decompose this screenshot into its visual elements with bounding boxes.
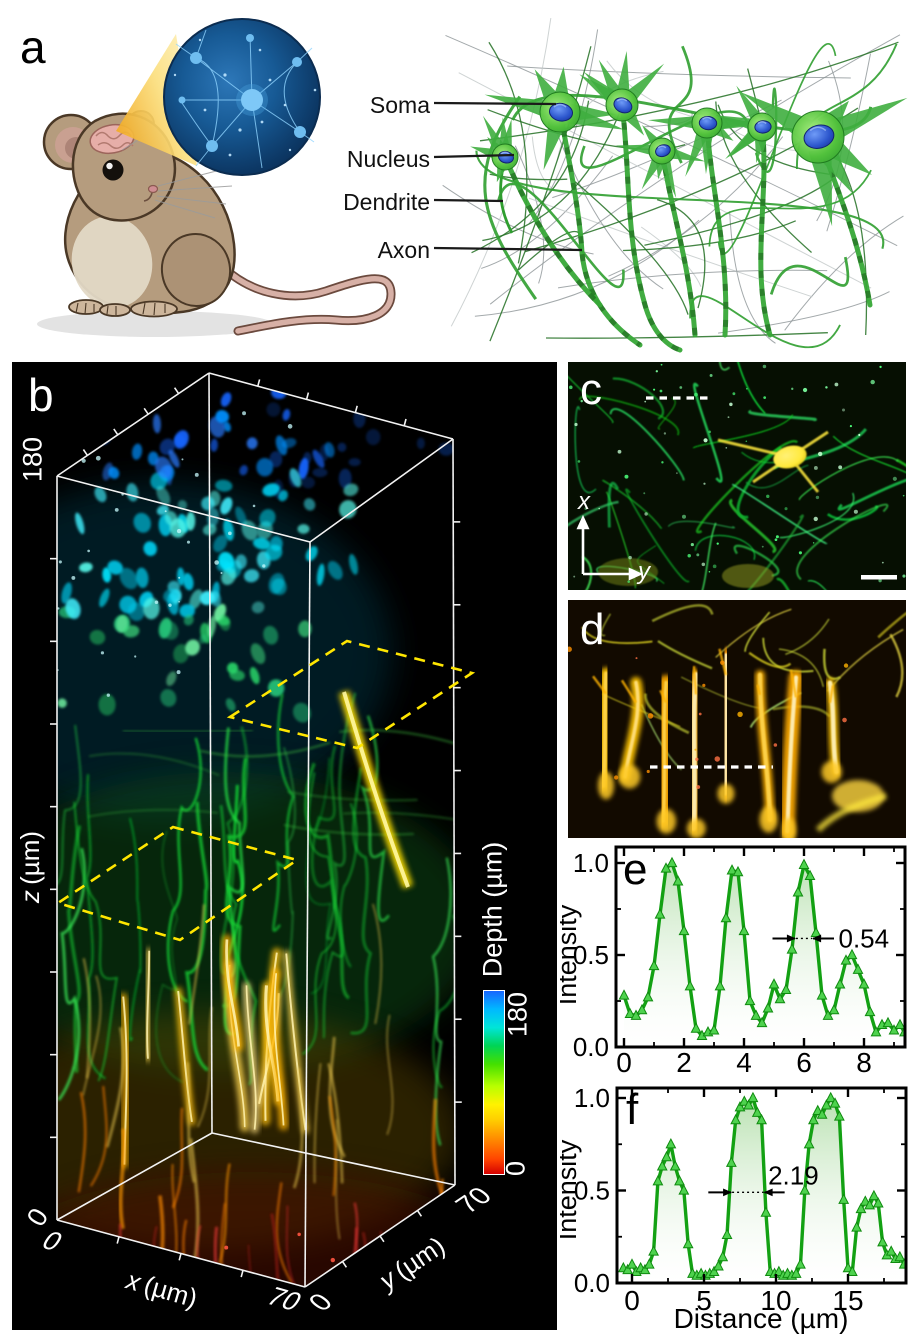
colorbar-title: Depth (µm) xyxy=(477,841,508,978)
panel-e-letter: e xyxy=(623,845,648,894)
x-tick-label: 0 xyxy=(624,1285,640,1316)
y-tick-label: 0.5 xyxy=(573,940,609,970)
x-tick-label: 15 xyxy=(832,1285,863,1316)
label-axon: Axon xyxy=(377,237,430,263)
label-nucleus: Nucleus xyxy=(346,146,430,172)
mouse-whiskers xyxy=(121,133,233,219)
x-tick-label: 8 xyxy=(856,1047,872,1078)
label-dendrite: Dendrite xyxy=(343,189,430,215)
x-tick-label: 2 xyxy=(676,1047,692,1078)
colorbar-max-tick: 180 xyxy=(502,991,533,1038)
depth-colorbar xyxy=(483,990,505,1175)
panel-f-intensity-profile: 2.19 0 5 10 15 0.0 0.5 1.0 Intensity Distance (µm… xyxy=(560,1080,908,1344)
z-axis-max-tick: 180 xyxy=(17,436,48,483)
y-tick-label: 0.0 xyxy=(574,1268,610,1298)
x-tick-label: 5 xyxy=(696,1285,712,1316)
y-tick-label: 0.0 xyxy=(573,1032,609,1062)
x-tick-label: 4 xyxy=(736,1047,752,1078)
panel-c-letter: c xyxy=(580,365,602,414)
y-tick-label: 1.0 xyxy=(574,1083,610,1113)
panel-f-letter: f xyxy=(626,1085,639,1134)
x-tick-label: 6 xyxy=(796,1047,812,1078)
fluorescence-image-c xyxy=(568,362,906,590)
line-profile-chart-e: 0.54 0 2 4 6 8 0.0 0.5 1.0 Intensity xyxy=(560,845,907,1078)
x-tick-label: 0 xyxy=(616,1047,632,1078)
c-y-axis-arrow-label: y xyxy=(638,558,650,585)
panel-b-3d-volume: b 180 0 z (µm) 0 x (µm) 70 0 y (µm) 70 D… xyxy=(12,362,557,1330)
panel-e-intensity-profile: 0.54 0 2 4 6 8 0.0 0.5 1.0 Intensity e xyxy=(560,840,908,1080)
panel-a-letter: a xyxy=(20,21,46,73)
fluorescence-image-d xyxy=(568,600,906,838)
mouse-eye xyxy=(102,159,124,181)
z-axis-label: z (µm) xyxy=(15,830,45,904)
panel-b-letter: b xyxy=(28,369,54,421)
y-tick-label: 0.5 xyxy=(574,1176,610,1206)
panel-a-illustration xyxy=(37,18,908,353)
colorbar-min-tick: 0 xyxy=(500,1160,531,1177)
neuron-schematic xyxy=(442,18,908,353)
fwhm-annotation: 0.54 xyxy=(839,923,890,953)
panel-c-xy-plane-green: c x y xyxy=(568,362,906,590)
x-tick-label: 10 xyxy=(760,1285,791,1316)
annotation-leader-lines xyxy=(433,101,583,252)
mouse-illustration xyxy=(37,110,396,337)
c-x-axis-arrow-label: x xyxy=(578,488,590,515)
x-axis-title: Distance (µm) xyxy=(674,1303,849,1334)
brain-network-inset xyxy=(163,18,321,176)
y-tick-label: 1.0 xyxy=(573,848,609,878)
mouse-nose xyxy=(147,184,159,194)
y-axis-title: Intensity xyxy=(560,904,582,1005)
fwhm-annotation: 2.19 xyxy=(768,1160,819,1190)
panel-d-xy-plane-yellow: d xyxy=(568,600,906,838)
volume-render xyxy=(50,372,476,1288)
panel-d-letter: d xyxy=(580,605,605,654)
line-profile-chart-f: 2.19 0 5 10 15 0.0 0.5 1.0 Intensity Distance (µm… xyxy=(560,1083,908,1334)
label-soma: Soma xyxy=(369,92,430,118)
y-axis-title: Intensity xyxy=(560,1139,582,1240)
